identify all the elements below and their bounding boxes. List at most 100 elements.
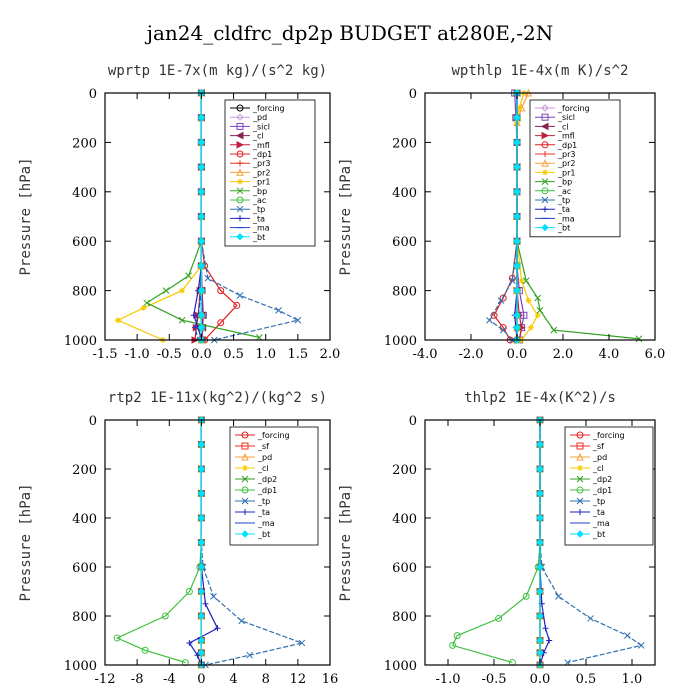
data-point (536, 489, 544, 498)
chart-panel-1: wprtp 1E-7x(m kg)/(s^2 kg) Pressure [hPa]… (18, 63, 340, 362)
legend-label: _pr3 (252, 159, 270, 168)
legend-box (224, 99, 316, 247)
data-point (525, 297, 532, 304)
data-point (202, 600, 209, 607)
legend-label: _pr2 (252, 168, 270, 177)
data-point (522, 592, 530, 600)
legend-marker (241, 475, 249, 483)
data-point (197, 237, 206, 245)
data-point (197, 138, 206, 147)
data-point (162, 287, 170, 294)
legend-label: _pr3 (557, 150, 575, 159)
legend-marker (236, 168, 244, 176)
legend-marker (236, 233, 244, 241)
series-bt (197, 416, 206, 669)
legend-label: _cl (252, 132, 264, 141)
legend-label: _bp (557, 178, 572, 187)
x-tick-label: 1.5 (288, 347, 309, 362)
y-tick-label: 200 (72, 463, 97, 478)
legend-label: _bp (252, 187, 267, 196)
legend-label: _bt (257, 530, 270, 539)
data-point (536, 649, 544, 657)
data-point (197, 563, 206, 571)
data-point (555, 593, 562, 600)
data-point (542, 625, 549, 632)
legend-label: _cl (557, 122, 569, 131)
legend-label: _bt (592, 530, 605, 539)
chart-panels: wprtp 1E-7x(m kg)/(s^2 kg) Pressure [hPa]… (18, 63, 665, 687)
y-tick-label: 0 (409, 87, 417, 102)
legend-label: _mfl (252, 141, 270, 150)
data-point (453, 632, 461, 640)
data-point (522, 277, 530, 285)
x-tick-label: 4.0 (599, 347, 620, 362)
data-point (536, 587, 544, 596)
legend-label: _dp2 (257, 475, 277, 484)
x-tick-label: -0.5 (481, 672, 506, 687)
y-tick-label: 0 (89, 87, 97, 102)
data-point (513, 237, 521, 245)
x-tick-label: 6.0 (645, 347, 666, 362)
legend-marker (237, 178, 243, 185)
data-point (536, 538, 544, 547)
data-point (197, 212, 206, 221)
legend: _forcing_sicl_cl_mfl_dp1_pr3_pr2_pr1_bp_… (529, 99, 621, 238)
y-tick-label: 0 (409, 414, 417, 429)
data-point (509, 277, 516, 285)
legend-label: _bt (252, 233, 265, 242)
data-point (217, 287, 225, 295)
legend-label: _tp (252, 205, 265, 214)
legend-label: _ma (257, 519, 275, 528)
plot-frame (104, 419, 331, 666)
legend-marker (541, 223, 549, 232)
y-tick-label: 1000 (64, 659, 97, 674)
y-tick-label: 0 (89, 414, 97, 429)
legend-label: _ma (557, 214, 575, 223)
data-point (194, 652, 201, 659)
legend-label: _forcing (592, 431, 625, 440)
data-point (534, 294, 542, 302)
x-tick-label: 2.0 (320, 347, 341, 362)
y-tick-label: 200 (72, 136, 97, 151)
legend-label: _dp1 (257, 486, 277, 495)
plot-frame (104, 92, 331, 341)
data-point (536, 465, 544, 473)
data-point (197, 163, 206, 171)
y-tick-label: 600 (392, 561, 417, 576)
y-axis-label: Pressure [hPa] (338, 483, 354, 601)
legend-marker (241, 442, 249, 450)
data-point (197, 587, 206, 596)
data-point (197, 489, 206, 498)
data-point (197, 323, 206, 332)
legend-label: _ac (252, 196, 266, 205)
data-point (113, 634, 121, 642)
legend-marker (541, 187, 549, 195)
y-tick-label: 600 (72, 235, 97, 250)
chart-panel-3: rtp2 1E-11x(kg^2)/(kg^2 s) Pressure [hPa]… (18, 390, 338, 687)
legend-marker (576, 431, 584, 439)
series-pr1 (114, 90, 205, 343)
data-point (536, 612, 544, 620)
data-point (210, 593, 217, 600)
data-point (536, 563, 544, 571)
legend-marker (242, 509, 248, 515)
data-point (635, 335, 643, 343)
x-tick-label: 1.0 (255, 347, 276, 362)
data-point (527, 324, 534, 331)
y-axis-label: Pressure [hPa] (18, 157, 34, 275)
figure-title: jan24_cldfrc_dp2p BUDGET at280E,-2N (145, 21, 553, 45)
y-axis-label: Pressure [hPa] (18, 483, 34, 601)
legend-marker (576, 497, 584, 505)
legend: _forcing _sf _pd _cl _dp2 _dp1 _tp _ta _ma _bt (229, 426, 319, 546)
data-point (179, 287, 186, 294)
y-tick-label: 400 (72, 186, 97, 201)
data-point (637, 642, 645, 649)
panel-title: wprtp 1E-7x(m kg)/(s^2 kg) (108, 63, 327, 79)
legend-marker (541, 196, 549, 204)
legend-label: _ta (592, 508, 605, 517)
legend-marker (241, 431, 249, 439)
data-point (197, 538, 206, 547)
legend-marker (576, 452, 584, 461)
x-tick-label: 12 (290, 672, 307, 687)
